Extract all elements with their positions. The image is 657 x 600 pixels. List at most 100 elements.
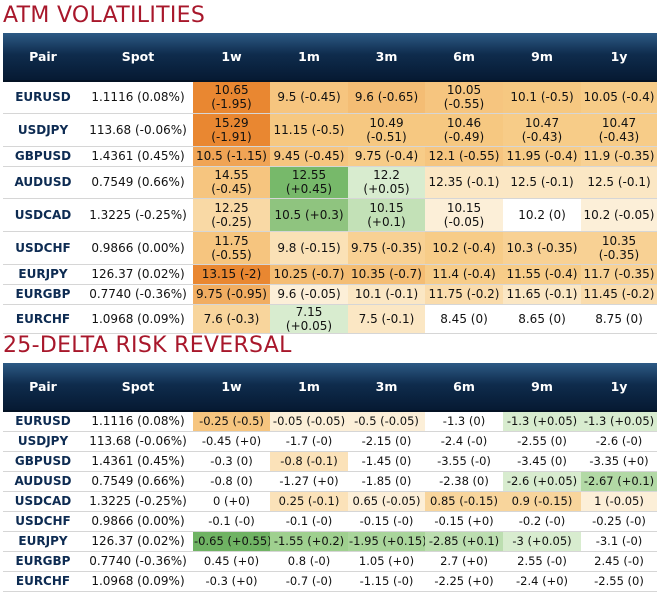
- pair-cell: EURJPY: [3, 531, 83, 552]
- atm-volatilities-table: Pair Spot 1w 1m 3m 6m 9m 1y EURUSD 1.1116…: [3, 33, 657, 334]
- table-row: USDCAD 1.3225 (-0.25%) 12.25 (-0.25) 10.5 (…: [3, 198, 657, 232]
- value-cell-9m: 11.65 (-0.1): [503, 284, 581, 305]
- spot-cell: 0.9866 (0.00%): [83, 511, 193, 532]
- spot-cell: 1.3225 (-0.25%): [83, 198, 193, 232]
- value-cell-3m: -2.15 (0): [348, 431, 425, 452]
- table-header-row: Pair Spot 1w 1m 3m 6m 9m 1y: [3, 363, 657, 412]
- column-header-3m: 3m: [348, 363, 425, 412]
- value-cell-1y: -3.35 (+0): [581, 451, 657, 472]
- value-cell-6m: -2.38 (0): [425, 471, 503, 492]
- value-cell-1y: 11.7 (-0.35): [581, 264, 657, 285]
- spot-cell: 1.4361 (0.45%): [83, 451, 193, 472]
- value-cell-9m: -3 (+0.05): [503, 531, 581, 552]
- value-cell-1m: 9.45 (-0.45): [270, 146, 348, 167]
- pair-cell: GBPUSD: [3, 146, 83, 167]
- spot-cell: 1.0968 (0.09%): [83, 571, 193, 592]
- risk-reversal-title: 25-DELTA RISK REVERSAL: [3, 333, 292, 358]
- value-cell-6m: 10.15 (-0.05): [425, 198, 503, 232]
- pair-cell: USDCAD: [3, 491, 83, 512]
- column-header-1m: 1m: [270, 363, 348, 412]
- value-cell-1w: 10.5 (-1.15): [193, 146, 270, 167]
- value-cell-1y: -2.55 (0): [581, 571, 657, 592]
- pair-cell: USDJPY: [3, 113, 83, 147]
- table-row: EURCHF 1.0968 (0.09%) 7.6 (-0.3) 7.15 (+0.0…: [3, 304, 657, 334]
- column-header-1w: 1w: [193, 363, 270, 412]
- table-header-row: Pair Spot 1w 1m 3m 6m 9m 1y: [3, 33, 657, 82]
- value-cell-6m: 10.05 (-0.55): [425, 81, 503, 114]
- spot-cell: 1.3225 (-0.25%): [83, 491, 193, 512]
- value-cell-9m: 2.55 (-0): [503, 551, 581, 572]
- value-cell-3m: -1.85 (0): [348, 471, 425, 492]
- value-cell-1m: -0.05 (-0.05): [270, 411, 348, 432]
- value-cell-1m: 9.8 (-0.15): [270, 231, 348, 265]
- table-row: USDCAD 1.3225 (-0.25%) 0 (+0) 0.25 (-0.1) 0.…: [3, 491, 657, 512]
- value-cell-1y: -1.3 (+0.05): [581, 411, 657, 432]
- column-header-spot: Spot: [83, 33, 193, 82]
- value-cell-1m: 0.8 (-0): [270, 551, 348, 572]
- value-cell-3m: -0.5 (-0.05): [348, 411, 425, 432]
- value-cell-3m: 9.6 (-0.65): [348, 81, 425, 114]
- column-header-spot: Spot: [83, 363, 193, 412]
- value-cell-3m: 7.5 (-0.1): [348, 304, 425, 334]
- value-cell-1m: -0.8 (-0.1): [270, 451, 348, 472]
- value-cell-9m: 11.95 (-0.4): [503, 146, 581, 167]
- table-row: USDJPY 113.68 (-0.06%) -0.45 (+0) -1.7 (-0)…: [3, 431, 657, 452]
- value-cell-1y: 11.9 (-0.35): [581, 146, 657, 167]
- spot-cell: 1.1116 (0.08%): [83, 81, 193, 114]
- value-cell-1w: 9.75 (-0.95): [193, 284, 270, 305]
- value-cell-1y: 2.45 (-0): [581, 551, 657, 572]
- value-cell-1w: 14.55 (-0.45): [193, 166, 270, 199]
- pair-cell: GBPUSD: [3, 451, 83, 472]
- value-cell-3m: 10.49 (-0.51): [348, 113, 425, 147]
- pair-cell: EURCHF: [3, 304, 83, 334]
- value-cell-6m: 10.2 (-0.4): [425, 231, 503, 265]
- value-cell-9m: 10.2 (0): [503, 198, 581, 232]
- value-cell-6m: -2.4 (-0): [425, 431, 503, 452]
- value-cell-1w: -0.3 (+0): [193, 571, 270, 592]
- value-cell-6m: 11.75 (-0.2): [425, 284, 503, 305]
- value-cell-1m: 12.55 (+0.45): [270, 166, 348, 199]
- spot-cell: 0.7549 (0.66%): [83, 471, 193, 492]
- value-cell-9m: -1.3 (+0.05): [503, 411, 581, 432]
- value-cell-1y: 10.05 (-0.4): [581, 81, 657, 114]
- value-cell-3m: -1.45 (0): [348, 451, 425, 472]
- spot-cell: 113.68 (-0.06%): [83, 113, 193, 147]
- value-cell-1m: 9.5 (-0.45): [270, 81, 348, 114]
- value-cell-9m: 0.9 (-0.15): [503, 491, 581, 512]
- value-cell-1m: -1.7 (-0): [270, 431, 348, 452]
- value-cell-1w: -0.1 (-0): [193, 511, 270, 532]
- value-cell-9m: -2.55 (0): [503, 431, 581, 452]
- value-cell-3m: 9.75 (-0.4): [348, 146, 425, 167]
- value-cell-1m: -1.27 (+0): [270, 471, 348, 492]
- value-cell-6m: 2.7 (+0): [425, 551, 503, 572]
- value-cell-1y: -3.1 (-0): [581, 531, 657, 552]
- table-row: GBPUSD 1.4361 (0.45%) 10.5 (-1.15) 9.45 (-0…: [3, 146, 657, 167]
- table-row: AUDUSD 0.7549 (0.66%) 14.55 (-0.45) 12.55 (…: [3, 166, 657, 199]
- value-cell-1m: 7.15 (+0.05): [270, 304, 348, 334]
- value-cell-3m: 12.2 (+0.05): [348, 166, 425, 199]
- value-cell-1w: -0.65 (+0.55): [193, 531, 270, 552]
- value-cell-6m: 0.85 (-0.15): [425, 491, 503, 512]
- pair-cell: USDJPY: [3, 431, 83, 452]
- value-cell-3m: -1.15 (-0): [348, 571, 425, 592]
- value-cell-1m: 10.25 (-0.7): [270, 264, 348, 285]
- value-cell-1w: -0.45 (+0): [193, 431, 270, 452]
- value-cell-3m: 10.15 (+0.1): [348, 198, 425, 232]
- value-cell-1w: -0.8 (0): [193, 471, 270, 492]
- value-cell-6m: -1.3 (0): [425, 411, 503, 432]
- spot-cell: 1.0968 (0.09%): [83, 304, 193, 334]
- pair-cell: EURUSD: [3, 411, 83, 432]
- value-cell-1w: 15.29 (-1.91): [193, 113, 270, 147]
- pair-cell: USDCAD: [3, 198, 83, 232]
- value-cell-1m: 11.15 (-0.5): [270, 113, 348, 147]
- pair-cell: EURJPY: [3, 264, 83, 285]
- value-cell-1m: 10.5 (+0.3): [270, 198, 348, 232]
- value-cell-1y: -0.25 (-0): [581, 511, 657, 532]
- value-cell-1y: 10.2 (-0.05): [581, 198, 657, 232]
- value-cell-6m: 8.45 (0): [425, 304, 503, 334]
- value-cell-1w: 10.65 (-1.95): [193, 81, 270, 114]
- pair-cell: EURUSD: [3, 81, 83, 114]
- column-header-6m: 6m: [425, 363, 503, 412]
- column-header-pair: Pair: [3, 33, 83, 82]
- spot-cell: 0.7740 (-0.36%): [83, 284, 193, 305]
